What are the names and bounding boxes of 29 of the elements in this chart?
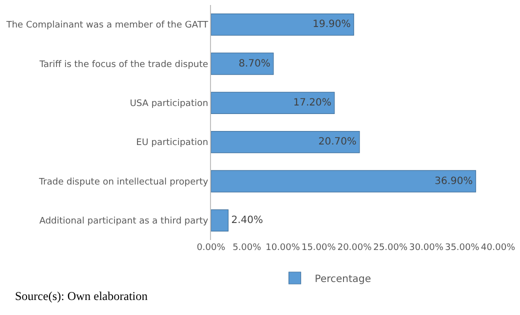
x-tick-label: 5.00% xyxy=(232,243,262,253)
x-tick-label: 10.00% xyxy=(266,243,300,253)
x-tick-label: 25.00% xyxy=(373,243,408,253)
y-tick-label: USA participation xyxy=(130,99,208,110)
x-tick-label: 40.00% xyxy=(480,243,516,253)
x-tick-label: 20.00% xyxy=(337,243,372,253)
x-tick-label: 0.00% xyxy=(196,243,226,253)
bar xyxy=(211,52,274,75)
y-tick-label: The Complainant was a member of the GATT xyxy=(5,20,209,31)
y-tick-label: EU participation xyxy=(136,138,208,148)
data-label: 19.90% xyxy=(312,19,351,30)
data-label: 8.70% xyxy=(238,58,270,70)
x-tick-label: 15.00% xyxy=(301,243,336,253)
y-tick-label: Trade dispute on intellectual property xyxy=(38,177,209,188)
y-tick-label: Additional participant as a third party xyxy=(39,216,209,227)
data-label: 17.20% xyxy=(293,97,332,108)
data-label: 36.90% xyxy=(434,176,473,187)
x-tick-label: 35.00% xyxy=(444,243,480,253)
bar xyxy=(211,92,335,114)
legend-label: Percentage xyxy=(314,274,372,285)
bar xyxy=(211,131,360,154)
y-tick-label: Tariff is the focus of the trade dispute xyxy=(38,60,209,70)
x-tick-label: 30.00% xyxy=(409,243,444,253)
bar xyxy=(211,170,476,192)
bar xyxy=(211,14,354,36)
data-label: 20.70% xyxy=(318,136,357,148)
source-note: Source(s): Own elaboration xyxy=(15,289,148,303)
bar xyxy=(211,209,229,232)
data-label: 2.40% xyxy=(231,214,263,226)
